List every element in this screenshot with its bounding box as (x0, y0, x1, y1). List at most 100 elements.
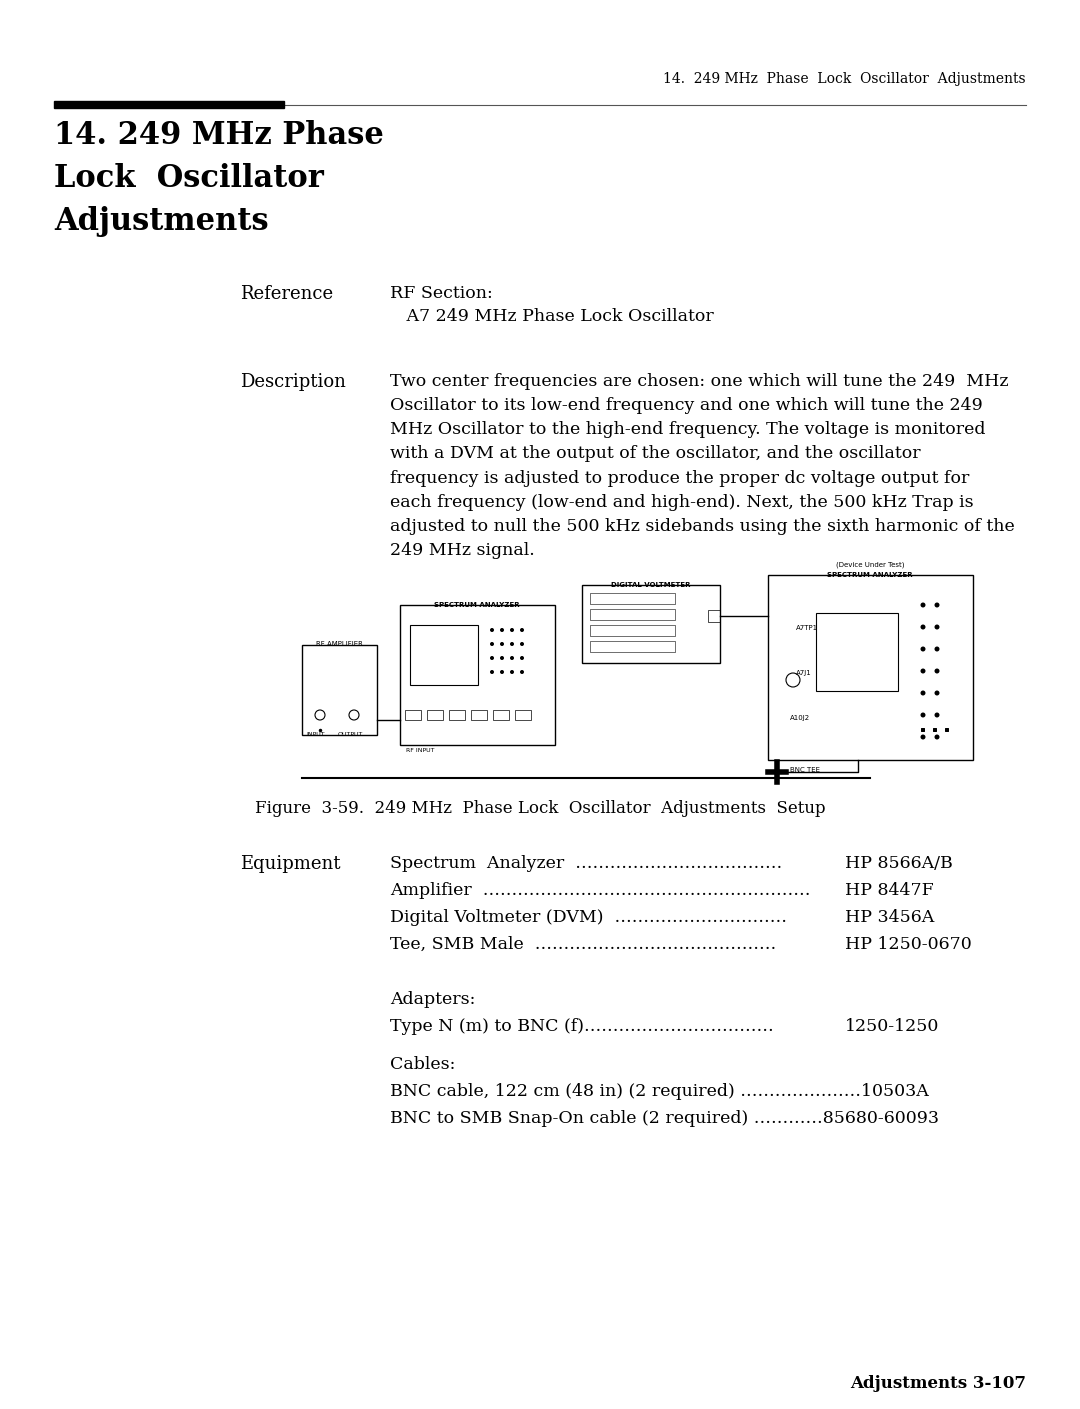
Circle shape (500, 643, 504, 645)
Circle shape (945, 728, 949, 733)
Text: Two center frequencies are chosen: one which will tune the 249  MHz
Oscillator t: Two center frequencies are chosen: one w… (390, 373, 1015, 559)
Bar (471, 710, 487, 720)
Circle shape (945, 728, 949, 733)
Text: Cables:: Cables: (390, 1055, 456, 1074)
Circle shape (519, 643, 524, 645)
Bar (492, 710, 509, 720)
Text: Tee, SMB Male  ……………………………………: Tee, SMB Male …………………………………… (390, 936, 777, 952)
Text: Equipment: Equipment (240, 855, 340, 874)
Text: BNC cable, 122 cm (48 in) (2 required) …………………10503A: BNC cable, 122 cm (48 in) (2 required) …… (390, 1084, 929, 1100)
Text: 1250-1250: 1250-1250 (845, 1017, 940, 1036)
Circle shape (920, 690, 926, 696)
Text: Figure  3-59.  249 MHz  Phase Lock  Oscillator  Adjustments  Setup: Figure 3-59. 249 MHz Phase Lock Oscillat… (255, 800, 825, 817)
Circle shape (921, 728, 924, 733)
Bar (590, 593, 675, 604)
Circle shape (920, 713, 926, 717)
Text: RF AMPLIFIER: RF AMPLIFIER (315, 641, 363, 647)
Circle shape (933, 728, 937, 733)
Circle shape (921, 728, 924, 733)
Text: HP 8566A/B: HP 8566A/B (845, 855, 953, 872)
Circle shape (933, 728, 937, 733)
Bar (54, 101, 284, 108)
Bar (590, 626, 675, 635)
Text: A7TP1: A7TP1 (796, 626, 819, 631)
Bar (427, 710, 443, 720)
Circle shape (945, 728, 949, 733)
Text: Adapters:: Adapters: (390, 991, 475, 1007)
Text: Adjustments: Adjustments (54, 206, 269, 237)
Text: INPUT: INPUT (307, 733, 325, 737)
Text: SPECTRUM ANALYZER: SPECTRUM ANALYZER (434, 602, 519, 609)
Bar (582, 585, 720, 664)
Bar (302, 645, 377, 735)
Circle shape (945, 728, 949, 733)
Text: 14.  249 MHz  Phase  Lock  Oscillator  Adjustments: 14. 249 MHz Phase Lock Oscillator Adjust… (663, 72, 1026, 86)
Circle shape (934, 690, 940, 696)
Circle shape (920, 668, 926, 674)
Circle shape (933, 728, 937, 733)
Circle shape (490, 657, 494, 659)
Circle shape (490, 643, 494, 645)
Text: A7 249 MHz Phase Lock Oscillator: A7 249 MHz Phase Lock Oscillator (390, 309, 714, 325)
Text: OUTPUT: OUTPUT (337, 733, 363, 737)
Circle shape (945, 728, 949, 733)
Circle shape (933, 728, 937, 733)
Circle shape (510, 643, 514, 645)
Text: HP 3456A: HP 3456A (845, 909, 934, 926)
Text: DIGITAL VOLTMETER: DIGITAL VOLTMETER (611, 582, 691, 588)
Circle shape (921, 728, 924, 733)
Text: Description: Description (240, 373, 346, 392)
Bar (816, 613, 897, 690)
Bar (449, 710, 465, 720)
Text: Spectrum  Analyzer  ………………………………: Spectrum Analyzer ……………………………… (390, 855, 782, 872)
Text: RF INPUT: RF INPUT (406, 748, 434, 752)
Bar (410, 626, 478, 685)
Circle shape (945, 728, 949, 733)
Circle shape (921, 728, 924, 733)
Text: Reference: Reference (240, 285, 333, 303)
Circle shape (519, 628, 524, 633)
Text: A7J1: A7J1 (796, 671, 812, 676)
Text: Amplifier  …………………………………………………: Amplifier ………………………………………………… (390, 882, 810, 899)
Circle shape (934, 668, 940, 674)
Bar (400, 604, 555, 745)
Circle shape (934, 624, 940, 630)
Bar (768, 575, 973, 759)
Text: Lock  Oscillator: Lock Oscillator (54, 163, 324, 194)
Circle shape (921, 728, 924, 733)
Circle shape (920, 734, 926, 740)
Circle shape (934, 603, 940, 607)
Text: HP 1250-0670: HP 1250-0670 (845, 936, 972, 952)
Text: HP 8447F: HP 8447F (845, 882, 934, 899)
Circle shape (500, 628, 504, 633)
Circle shape (510, 671, 514, 674)
Circle shape (934, 647, 940, 651)
Circle shape (921, 728, 924, 733)
Text: BNC to SMB Snap-On cable (2 required) …………85680-60093: BNC to SMB Snap-On cable (2 required) ……… (390, 1110, 939, 1127)
Text: Adjustments 3-107: Adjustments 3-107 (850, 1375, 1026, 1392)
Circle shape (945, 728, 949, 733)
Text: SPECTRUM ANALYZER: SPECTRUM ANALYZER (827, 572, 913, 578)
Circle shape (933, 728, 937, 733)
Text: Digital Voltmeter (DVM)  …………………………: Digital Voltmeter (DVM) ………………………… (390, 909, 787, 926)
Circle shape (921, 728, 924, 733)
Bar (590, 609, 675, 620)
Text: (Device Under Test): (Device Under Test) (836, 562, 904, 568)
Text: A10J2: A10J2 (789, 714, 810, 721)
Bar (515, 710, 531, 720)
Circle shape (933, 728, 937, 733)
Text: BNC TEE: BNC TEE (789, 766, 820, 774)
Bar (405, 710, 421, 720)
Circle shape (933, 728, 937, 733)
Circle shape (500, 671, 504, 674)
Circle shape (920, 647, 926, 651)
Circle shape (490, 671, 494, 674)
Text: Type N (m) to BNC (f)……………………………: Type N (m) to BNC (f)…………………………… (390, 1017, 773, 1036)
Circle shape (510, 628, 514, 633)
Text: 14. 249 MHz Phase: 14. 249 MHz Phase (54, 120, 383, 151)
Text: RF Section:: RF Section: (390, 285, 492, 302)
Circle shape (920, 624, 926, 630)
Circle shape (920, 603, 926, 607)
Circle shape (934, 734, 940, 740)
Circle shape (490, 628, 494, 633)
